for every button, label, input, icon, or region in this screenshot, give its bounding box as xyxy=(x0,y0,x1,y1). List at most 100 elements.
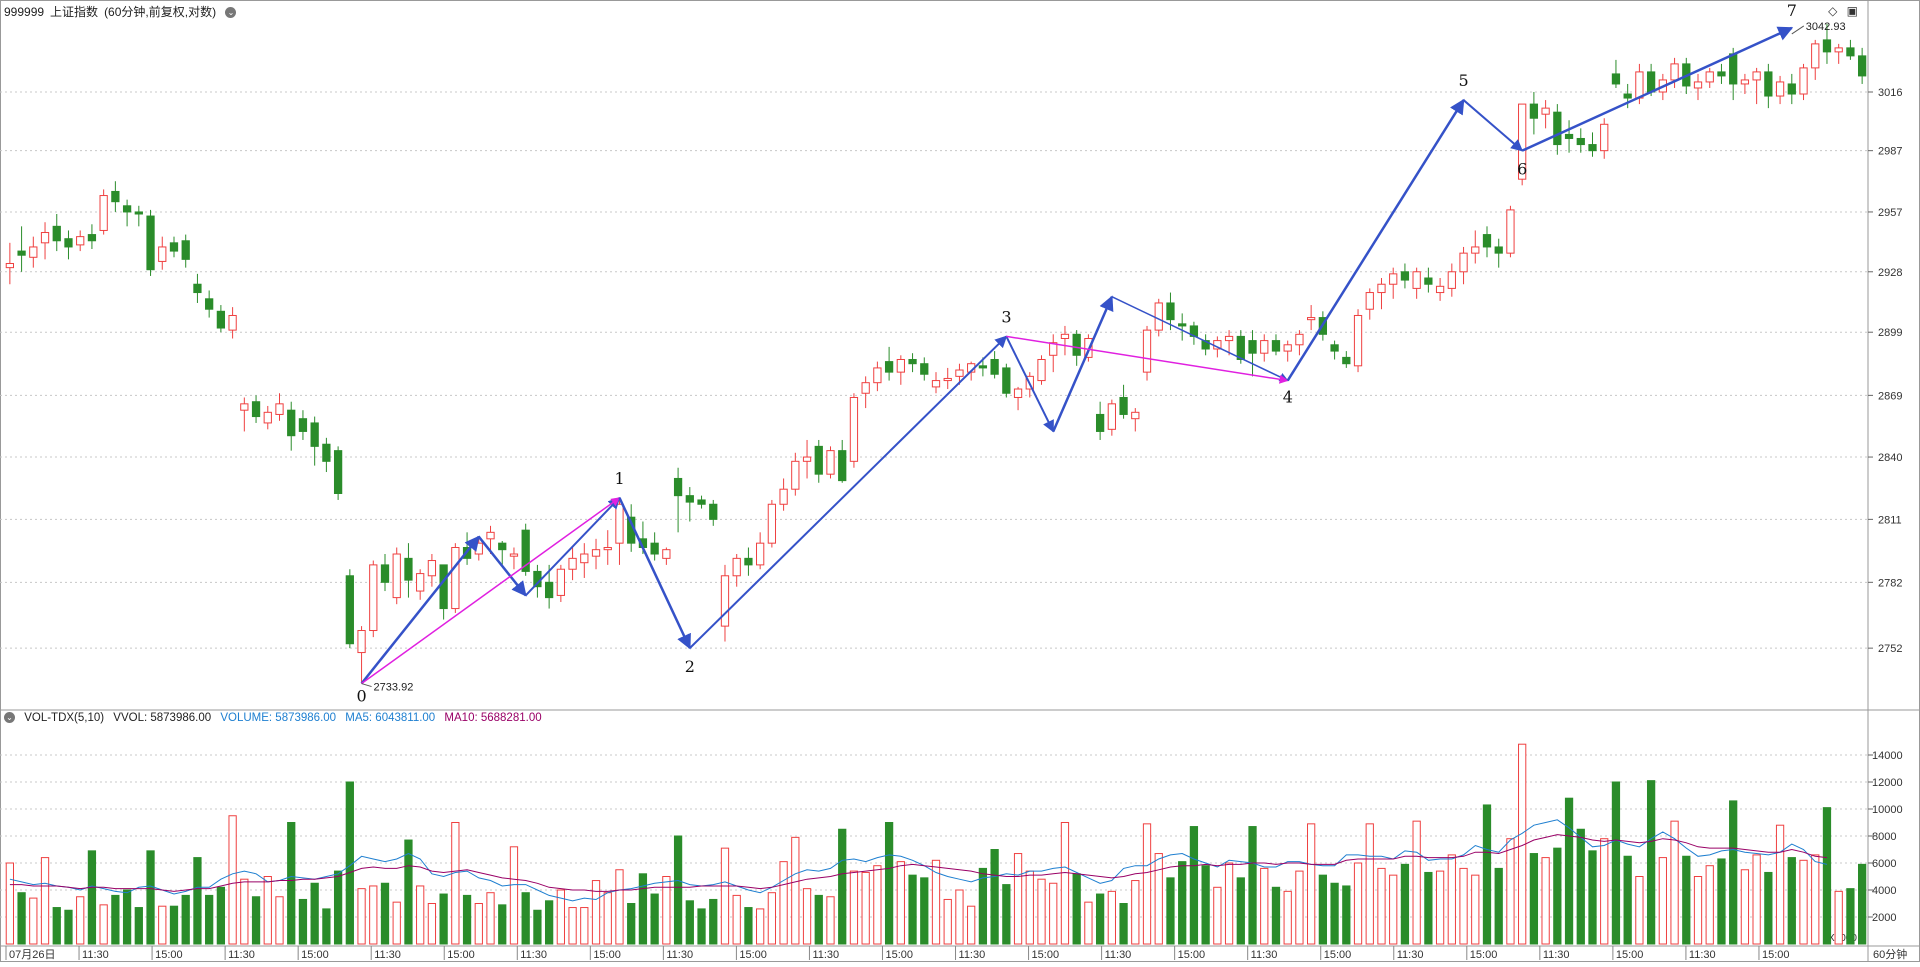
symbol-code: 999999 xyxy=(4,5,45,19)
candle-up xyxy=(849,396,859,462)
candle-up xyxy=(756,542,765,566)
candle-up xyxy=(1013,388,1023,398)
volume-bar-up xyxy=(1283,890,1292,945)
candle-up xyxy=(955,369,964,377)
volume-bar-up xyxy=(1459,867,1468,945)
volume-bar-down xyxy=(1764,871,1773,945)
wave-arrow xyxy=(1111,296,1289,382)
volume-bar-up xyxy=(1447,854,1456,945)
volume-bar-down xyxy=(533,909,542,945)
volume-bar-up xyxy=(580,907,589,945)
price-tick-label: 2957 xyxy=(1878,207,1902,219)
volume-bar-up xyxy=(943,898,952,945)
time-tick-label: 11:30 xyxy=(1251,949,1278,961)
volume-bar-up xyxy=(1377,867,1386,945)
volume-bar-down xyxy=(814,894,823,945)
candle-up xyxy=(1799,67,1808,95)
time-tick-label: 11:30 xyxy=(666,949,693,961)
volume-bar-up xyxy=(357,888,366,945)
candle-down xyxy=(1248,340,1257,354)
candle-up xyxy=(40,232,50,244)
wave-arrow xyxy=(1286,98,1465,382)
volume-bar-down xyxy=(1424,871,1433,945)
candle-up xyxy=(369,564,378,632)
volume-bar-up xyxy=(1295,870,1304,945)
volume-bar-up xyxy=(369,885,378,945)
volume-bar-down xyxy=(1342,885,1351,945)
price-tick-label: 2840 xyxy=(1878,452,1902,464)
volume-bar-up xyxy=(1365,823,1374,945)
time-tick-label: 15:00 xyxy=(885,949,913,961)
volume-bar-down xyxy=(1822,807,1832,945)
candle-down xyxy=(650,542,659,555)
candle-up xyxy=(1740,79,1750,85)
volume-tick-label: 6000 xyxy=(1872,858,1896,870)
volume-bar-down xyxy=(1529,853,1539,945)
wave-arrow xyxy=(1521,26,1794,152)
volume-bar-down xyxy=(298,898,308,945)
volume-bar-down xyxy=(544,900,554,945)
volume-bar-down xyxy=(462,894,472,945)
volume-bar-down xyxy=(1236,877,1245,945)
candle-up xyxy=(1811,43,1820,69)
candle-down xyxy=(1119,396,1128,415)
chevron-down-circle-icon[interactable]: ⌄ xyxy=(225,7,237,19)
candles xyxy=(5,23,1867,684)
volume-bar-up xyxy=(1635,876,1644,945)
volume-bar-down xyxy=(216,886,226,945)
volume-bar-down xyxy=(498,904,507,945)
candle-down xyxy=(181,240,190,260)
time-tick-label: 07月26日 xyxy=(9,949,55,961)
candle-up xyxy=(509,553,519,557)
volume-bar-up xyxy=(1541,857,1550,945)
candle-down xyxy=(87,234,97,242)
candle-up xyxy=(1471,246,1480,254)
volume-bar-down xyxy=(1271,886,1281,945)
ma10-value: MA10: 5688281.00 xyxy=(444,712,542,724)
candle-up xyxy=(1693,81,1703,89)
volume-tick-label: 12000 xyxy=(1872,777,1903,789)
time-tick-label: 15:00 xyxy=(1762,949,1790,961)
candle-down xyxy=(920,363,929,375)
candle-down xyxy=(111,190,120,203)
diamond-icon[interactable]: ◇ xyxy=(1828,4,1838,18)
wave-label: 5 xyxy=(1459,71,1469,90)
volume-bar-up xyxy=(791,836,800,945)
candle-up xyxy=(392,553,401,599)
candle-up xyxy=(1307,317,1316,321)
volume-bar-down xyxy=(990,849,999,945)
candle-up xyxy=(1389,273,1398,285)
time-tick-label: 15:00 xyxy=(447,949,475,961)
candle-down xyxy=(216,310,226,329)
wave-arrow xyxy=(477,535,527,597)
volume-bar-up xyxy=(1131,880,1140,945)
candle-down xyxy=(1846,47,1855,57)
volume-bar-down xyxy=(1623,855,1632,945)
candle-down xyxy=(1482,234,1492,248)
candle-down xyxy=(345,575,354,645)
volume-bar-up xyxy=(1213,886,1222,945)
candle-down xyxy=(251,401,261,418)
volume-tick-label: 10000 xyxy=(1872,804,1903,816)
volume-bar-down xyxy=(251,896,261,945)
volume-bar-down xyxy=(134,907,143,945)
volume-bar-up xyxy=(1224,862,1234,945)
candle-down xyxy=(1787,83,1796,95)
candle-down xyxy=(685,495,694,503)
candle-up xyxy=(1447,271,1456,289)
volume-bar-up xyxy=(826,896,835,945)
candle-down xyxy=(333,450,343,494)
wave-arrow xyxy=(689,335,1008,649)
volume-bar-down xyxy=(1072,873,1081,945)
price-tick-label: 2899 xyxy=(1878,327,1902,339)
candle-down xyxy=(1400,271,1410,281)
candle-down xyxy=(1494,246,1503,254)
wave-label: 3 xyxy=(1001,307,1011,326)
candle-down xyxy=(908,358,917,365)
window-restore-icon[interactable]: ▣ xyxy=(1846,4,1858,18)
candle-down xyxy=(287,409,296,437)
volume-bar-down xyxy=(87,850,97,945)
chevron-down-circle-icon[interactable]: ⌄ xyxy=(4,712,15,724)
